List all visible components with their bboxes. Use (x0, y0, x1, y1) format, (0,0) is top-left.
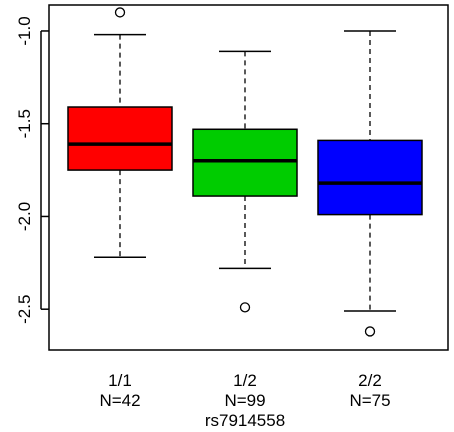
x-axis-labels: 1/1N=42 1/2N=99 2/2N=75 (99, 371, 390, 410)
category-label: 1/2 (233, 371, 257, 390)
box-group (192, 50, 298, 313)
outlier-point (239, 302, 251, 313)
outlier-point (364, 326, 376, 337)
box-group (67, 7, 173, 259)
category-label: 1/1 (108, 371, 132, 390)
x-axis-title: rs7914558 (205, 411, 285, 430)
y-axis: -1.0 -1.5 -2.0 -2.5 (15, 16, 49, 324)
category-count-label: N=42 (99, 391, 140, 410)
iqr-box (67, 106, 173, 171)
iqr-box (192, 128, 298, 197)
category-label: 2/2 (358, 371, 382, 390)
category-count-label: N=75 (349, 391, 390, 410)
y-tick-label: -2.0 (15, 202, 34, 231)
y-tick-label: -1.5 (15, 109, 34, 138)
iqr-box (317, 139, 423, 216)
outlier-point (114, 7, 126, 18)
category-count-label: N=99 (224, 391, 265, 410)
plot-frame (48, 4, 449, 351)
y-tick-label: -2.5 (15, 295, 34, 324)
boxes-layer (67, 7, 423, 337)
box-group (317, 30, 423, 337)
y-tick-label: -1.0 (15, 16, 34, 45)
